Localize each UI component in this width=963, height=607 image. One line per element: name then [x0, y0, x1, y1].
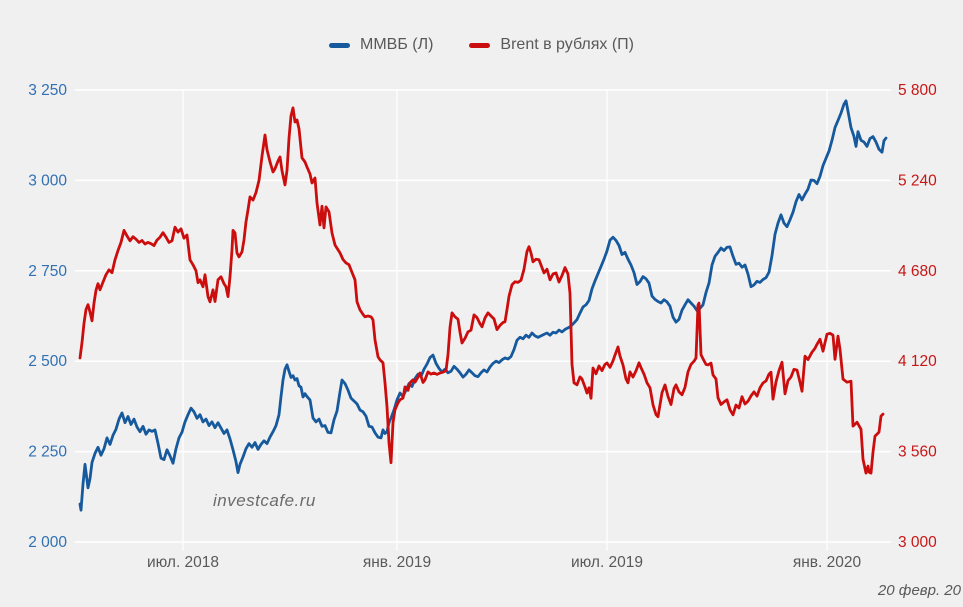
x-axis-tick-label: янв. 2020 — [793, 554, 862, 571]
right-axis-tick-label: 5 800 — [898, 82, 937, 99]
brent-series-line — [78, 106, 885, 475]
left-axis-tick-label: 2 000 — [28, 534, 67, 551]
x-axis-tick-label: июл. 2018 — [147, 554, 219, 571]
legend-item-mmvb[interactable]: ММВБ (Л) — [328, 36, 434, 54]
right-axis-tick-label: 5 240 — [898, 172, 937, 189]
mmvb-series-marker-icon — [328, 42, 350, 48]
watermark: investcafe.ru — [213, 491, 316, 510]
chart-legend: ММВБ (Л) Brent в рублях (П) — [0, 36, 963, 54]
left-axis-tick-label: 2 250 — [28, 444, 67, 461]
mmvb-series-line — [78, 99, 888, 512]
left-axis-tick-label: 3 000 — [28, 172, 67, 189]
left-axis-tick-label: 2 750 — [28, 263, 67, 280]
date-note: 20 февр. 20 — [877, 582, 961, 599]
right-axis-tick-label: 4 120 — [898, 353, 937, 370]
left-axis-tick-label: 3 250 — [28, 82, 67, 99]
right-axis-tick-label: 3 000 — [898, 534, 937, 551]
legend-item-brent[interactable]: Brent в рублях (П) — [469, 36, 634, 54]
right-axis-tick-label: 4 680 — [898, 263, 937, 280]
left-axis-tick-label: 2 500 — [28, 353, 67, 370]
brent-legend-label: Brent в рублях (П) — [500, 36, 634, 53]
x-axis-tick-label: янв. 2019 — [363, 554, 431, 571]
mmvb-legend-label: ММВБ (Л) — [359, 36, 434, 53]
brent-series-marker-icon — [469, 42, 491, 48]
x-axis-tick-label: июл. 2019 — [571, 554, 643, 571]
right-axis-tick-label: 3 560 — [898, 444, 937, 461]
